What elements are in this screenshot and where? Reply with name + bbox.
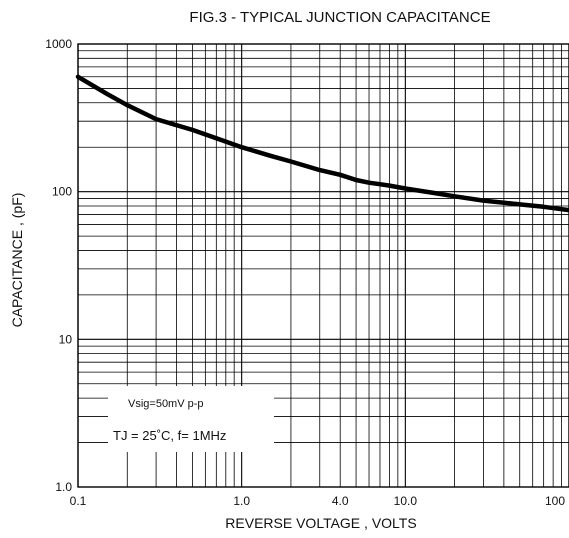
- x-tick-label: 4.0: [332, 494, 349, 508]
- capacitance-curve: [75, 74, 569, 213]
- y-tick-label: 10: [59, 332, 73, 346]
- y-tick-labels: 1.0 10 100 1000: [45, 37, 72, 494]
- chart-title: FIG.3 - TYPICAL JUNCTION CAPACITANCE: [189, 9, 490, 26]
- capacitance-series-line: [75, 74, 569, 213]
- x-tick-labels: 0.1 1.0 4.0 10.0 100: [70, 494, 566, 508]
- y-tick-label: 1.0: [55, 480, 72, 494]
- vsig-annotation: Vsig=50mV p-p: [128, 398, 204, 410]
- x-tick-label: 0.1: [70, 494, 87, 508]
- y-tick-label: 1000: [45, 37, 72, 51]
- x-tick-label: 10.0: [394, 494, 418, 508]
- x-tick-label: 100: [545, 494, 565, 508]
- plot-frame: [77, 43, 569, 488]
- y-tick-label: 100: [52, 185, 72, 199]
- x-axis-label: REVERSE VOLTAGE , VOLTS: [225, 515, 416, 531]
- annotation-box: Vsig=50mV p-p TJ = 25˚C, f= 1MHz: [108, 386, 274, 452]
- grid-lines: [77, 43, 569, 488]
- x-tick-label: 1.0: [233, 494, 250, 508]
- tj-freq-annotation: TJ = 25˚C, f= 1MHz: [113, 428, 226, 443]
- y-axis-label: CAPACITANCE , (pF): [9, 193, 25, 328]
